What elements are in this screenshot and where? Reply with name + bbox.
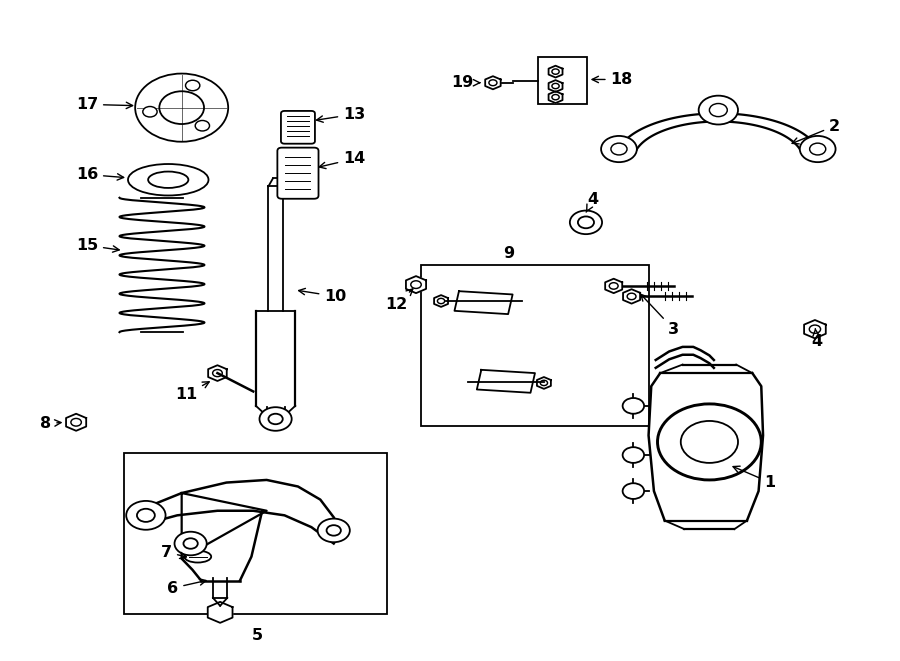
Ellipse shape xyxy=(148,172,188,188)
Circle shape xyxy=(800,136,835,162)
Bar xyxy=(421,265,650,426)
Ellipse shape xyxy=(184,551,212,563)
Text: 12: 12 xyxy=(385,289,413,312)
Polygon shape xyxy=(208,366,227,381)
Bar xyxy=(537,58,587,104)
Polygon shape xyxy=(454,292,513,314)
Circle shape xyxy=(143,106,157,117)
Text: 14: 14 xyxy=(320,151,365,169)
FancyBboxPatch shape xyxy=(281,111,315,143)
Text: 5: 5 xyxy=(252,628,264,642)
Polygon shape xyxy=(804,320,826,338)
Text: 4: 4 xyxy=(811,329,823,349)
Text: 2: 2 xyxy=(792,118,841,144)
Text: 17: 17 xyxy=(76,97,132,112)
Circle shape xyxy=(570,211,602,234)
Polygon shape xyxy=(406,276,426,293)
Text: 16: 16 xyxy=(76,167,123,182)
Text: 3: 3 xyxy=(641,294,680,336)
Circle shape xyxy=(135,73,229,141)
Circle shape xyxy=(195,120,210,131)
Polygon shape xyxy=(605,279,622,293)
Bar xyxy=(123,453,387,613)
Circle shape xyxy=(185,80,200,91)
Polygon shape xyxy=(477,369,535,393)
Text: 19: 19 xyxy=(452,75,480,91)
Ellipse shape xyxy=(128,164,209,196)
Text: 8: 8 xyxy=(40,416,61,431)
Circle shape xyxy=(623,483,644,499)
Text: 10: 10 xyxy=(299,288,346,304)
Text: 18: 18 xyxy=(592,72,633,87)
Polygon shape xyxy=(208,602,232,623)
Text: 7: 7 xyxy=(161,545,186,560)
Text: 4: 4 xyxy=(586,192,598,212)
Circle shape xyxy=(601,136,637,162)
Polygon shape xyxy=(66,414,86,431)
Circle shape xyxy=(698,96,738,124)
Text: 6: 6 xyxy=(167,579,206,596)
Text: 13: 13 xyxy=(317,106,365,122)
Text: 15: 15 xyxy=(76,238,119,253)
Polygon shape xyxy=(549,80,562,92)
Polygon shape xyxy=(549,65,562,77)
Text: 9: 9 xyxy=(503,247,515,261)
Circle shape xyxy=(259,407,292,431)
Polygon shape xyxy=(434,295,448,307)
Polygon shape xyxy=(485,76,500,89)
Circle shape xyxy=(623,447,644,463)
Circle shape xyxy=(318,519,350,542)
Polygon shape xyxy=(623,290,640,303)
Text: 11: 11 xyxy=(175,382,209,403)
Circle shape xyxy=(623,398,644,414)
Polygon shape xyxy=(537,377,551,389)
FancyBboxPatch shape xyxy=(277,147,319,199)
Circle shape xyxy=(126,501,166,529)
Circle shape xyxy=(175,531,207,555)
Text: 1: 1 xyxy=(733,466,776,490)
Polygon shape xyxy=(549,91,562,103)
